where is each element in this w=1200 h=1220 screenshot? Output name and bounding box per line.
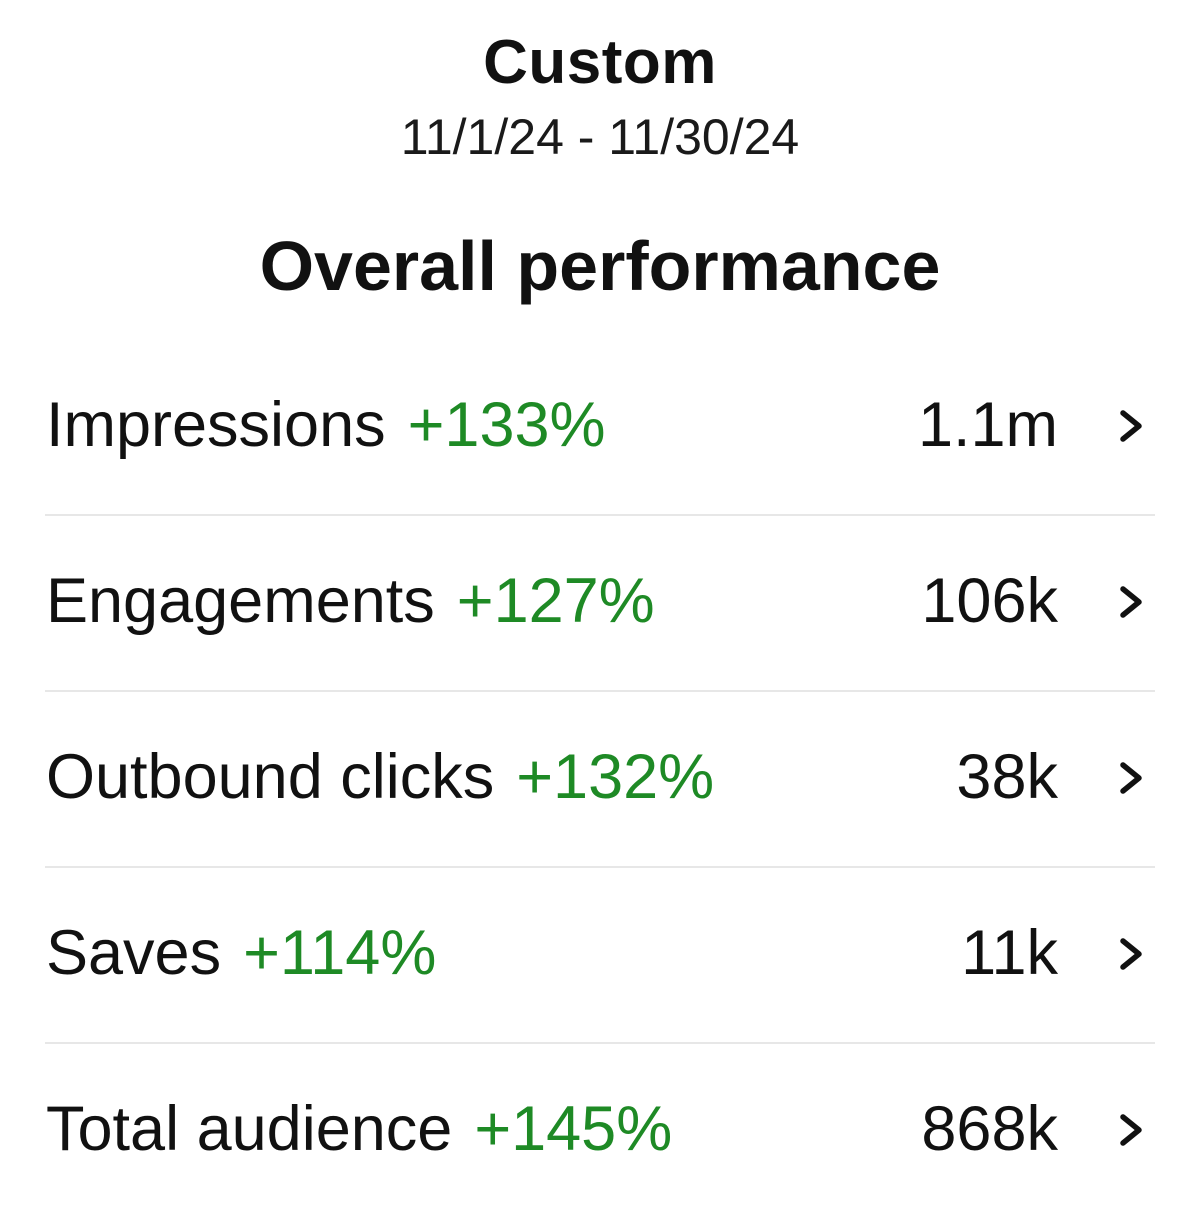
row-divider [45, 514, 1155, 516]
metric-change: +133% [407, 390, 606, 460]
metric-row-impressions[interactable]: Impressions +133% 1.1m [0, 340, 1200, 516]
metric-label: Saves [46, 918, 222, 988]
chevron-right-icon[interactable] [1114, 409, 1148, 443]
metric-label: Total audience [46, 1094, 453, 1164]
metric-value: 868k [921, 1094, 1058, 1164]
metric-value: 11k [961, 918, 1058, 988]
metrics-list: Impressions +133% 1.1m Engagements +127% 1… [0, 340, 1200, 1220]
metric-label: Outbound clicks [46, 742, 495, 812]
metric-row-engagements[interactable]: Engagements +127% 106k [0, 516, 1200, 692]
chevron-right-icon[interactable] [1114, 761, 1148, 795]
chevron-right-icon[interactable] [1114, 1113, 1148, 1147]
row-divider [45, 866, 1155, 868]
metric-value: 106k [921, 566, 1058, 636]
metric-row-saves[interactable]: Saves +114% 11k [0, 868, 1200, 1044]
metric-value: 38k [956, 742, 1058, 812]
date-range-dates: 11/1/24 - 11/30/24 [400, 109, 800, 165]
section-title: Overall performance [259, 227, 941, 305]
metric-change: +127% [456, 566, 655, 636]
chevron-right-icon[interactable] [1114, 585, 1148, 619]
row-divider [45, 690, 1155, 692]
metric-row-outbound-clicks[interactable]: Outbound clicks +132% 38k [0, 692, 1200, 868]
date-range-name[interactable]: Custom [483, 28, 717, 97]
row-divider [45, 1042, 1155, 1044]
chevron-right-icon[interactable] [1114, 937, 1148, 971]
metric-change: +114% [243, 918, 437, 988]
metric-label: Engagements [46, 566, 435, 636]
metric-row-total-audience[interactable]: Total audience +145% 868k [0, 1044, 1200, 1220]
metric-label: Impressions [46, 390, 386, 460]
metric-value: 1.1m [917, 390, 1058, 460]
metric-change: +145% [474, 1094, 673, 1164]
metric-change: +132% [516, 742, 715, 812]
